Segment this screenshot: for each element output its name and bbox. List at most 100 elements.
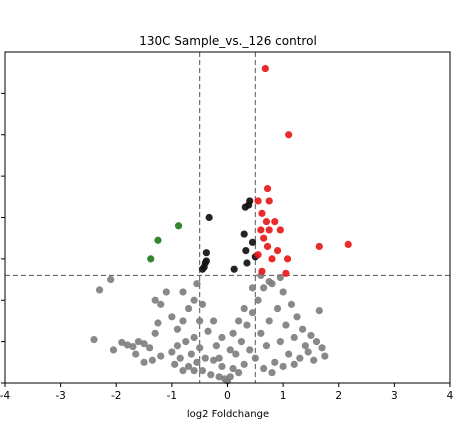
data-point xyxy=(242,247,250,255)
data-point xyxy=(344,240,352,248)
data-point xyxy=(273,304,282,313)
data-point xyxy=(290,360,298,368)
data-point xyxy=(198,300,207,308)
data-point xyxy=(193,280,201,288)
data-point xyxy=(107,275,115,284)
data-point xyxy=(109,346,118,354)
data-point xyxy=(262,342,271,350)
data-point xyxy=(95,286,104,294)
threshold-lines xyxy=(5,52,450,383)
data-point xyxy=(129,342,137,351)
data-point xyxy=(312,338,321,346)
x-axis-label: log2 Foldchange xyxy=(187,409,269,420)
data-point xyxy=(151,329,159,337)
data-point xyxy=(205,213,213,222)
data-point xyxy=(262,218,271,226)
data-point xyxy=(90,335,98,344)
data-point xyxy=(279,288,287,296)
data-point xyxy=(198,265,207,273)
data-point xyxy=(248,238,257,246)
data-point xyxy=(315,306,323,315)
x-tick-label: -4 xyxy=(0,390,11,402)
chart-title: 130C Sample_vs._126 control xyxy=(139,34,317,48)
data-point xyxy=(212,342,220,350)
x-tick-label: -2 xyxy=(111,390,121,402)
data-point xyxy=(218,362,226,371)
data-point xyxy=(182,338,190,346)
data-point xyxy=(146,344,154,352)
data-point xyxy=(285,131,293,139)
data-point xyxy=(140,358,148,366)
data-point xyxy=(207,371,215,379)
data-point xyxy=(304,348,312,356)
data-point xyxy=(154,236,162,244)
data-point xyxy=(271,218,279,226)
data-point xyxy=(290,333,298,342)
data-point xyxy=(154,319,162,327)
data-point xyxy=(282,269,290,277)
data-point xyxy=(293,313,301,321)
data-point xyxy=(230,265,238,273)
data-point xyxy=(196,317,204,325)
data-point xyxy=(179,317,187,325)
data-point xyxy=(260,284,268,292)
data-point xyxy=(157,352,165,360)
data-point xyxy=(187,350,195,358)
data-point xyxy=(215,373,223,381)
data-point xyxy=(243,259,251,267)
data-point xyxy=(204,327,212,335)
data-point xyxy=(315,242,323,251)
data-point xyxy=(268,255,276,263)
x-tick-label: -3 xyxy=(55,390,65,402)
data-point xyxy=(148,356,157,364)
data-point xyxy=(190,366,198,375)
data-point xyxy=(260,364,268,373)
data-point xyxy=(190,333,198,342)
data-point xyxy=(140,340,148,348)
data-point xyxy=(282,321,290,329)
data-point xyxy=(190,296,198,304)
data-point xyxy=(118,338,126,347)
data-point xyxy=(318,344,326,352)
data-point xyxy=(179,288,187,296)
data-point xyxy=(168,313,176,321)
data-point xyxy=(285,350,293,358)
data-point xyxy=(147,255,155,263)
x-tick-label: 3 xyxy=(391,390,398,402)
x-axis: -4 -3 -2 -1 0 1 2 3 4 xyxy=(0,383,454,402)
data-point xyxy=(245,201,253,209)
data-point xyxy=(307,331,315,340)
data-point xyxy=(240,304,248,313)
data-point xyxy=(263,184,272,193)
data-point xyxy=(254,296,262,304)
data-point xyxy=(243,321,251,329)
data-point xyxy=(240,230,248,238)
data-point xyxy=(229,364,237,373)
y-axis xyxy=(1,92,5,384)
data-point xyxy=(132,350,140,358)
data-point xyxy=(298,325,307,333)
data-point xyxy=(265,317,273,325)
data-point xyxy=(202,249,210,257)
data-point xyxy=(237,338,246,346)
data-point xyxy=(209,317,218,325)
x-tick-label: 4 xyxy=(447,390,454,402)
data-point xyxy=(201,354,209,362)
data-point xyxy=(240,360,248,368)
data-point xyxy=(260,234,268,242)
data-point xyxy=(268,369,276,377)
data-point xyxy=(173,342,182,350)
data-point xyxy=(193,358,201,366)
data-point xyxy=(226,346,234,354)
data-point xyxy=(258,267,266,275)
data-point xyxy=(157,300,165,308)
data-point xyxy=(226,373,234,381)
data-point xyxy=(261,64,269,73)
data-point xyxy=(202,257,210,265)
data-point xyxy=(162,288,170,296)
data-point xyxy=(232,350,240,358)
data-point xyxy=(265,226,273,234)
data-point xyxy=(287,300,296,308)
data-point xyxy=(258,209,266,217)
